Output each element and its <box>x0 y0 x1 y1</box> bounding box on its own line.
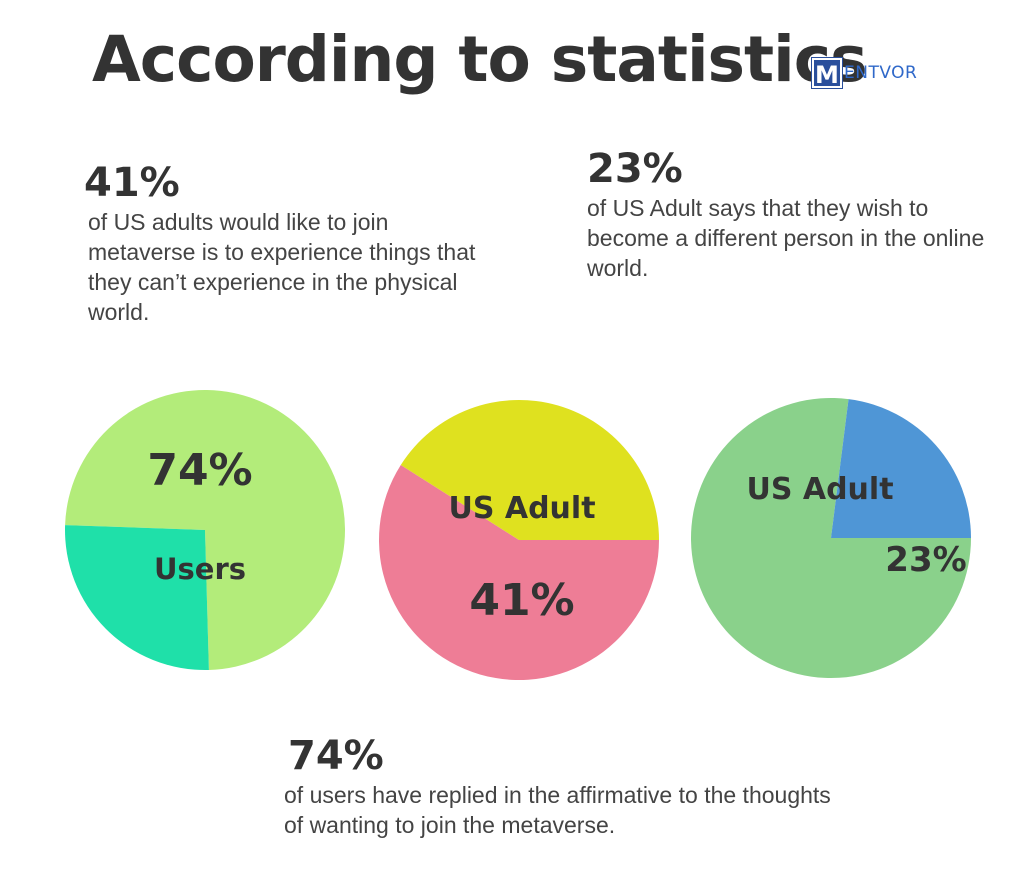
logo-mark-icon: M <box>811 57 843 89</box>
pie-slice-label: 41% <box>469 575 574 626</box>
pie-slice-label: 74% <box>147 445 252 496</box>
pie-slice-2 <box>64 525 209 670</box>
pie-slice-label: US Adult <box>448 491 595 526</box>
pie-chart-us-adult-23: US Adult 23% <box>691 398 971 678</box>
pie-slice-2 <box>400 399 659 540</box>
stat-value: 41% <box>84 160 180 206</box>
mentvor-logo: M ENTVOR <box>811 57 918 89</box>
pie-slice-label: 23% <box>885 540 966 580</box>
pie-slice-2 <box>831 399 971 538</box>
pie-chart-us-adult-41: US Adult 41% <box>379 399 659 680</box>
pie-chart-users: 74% Users <box>64 389 346 670</box>
stat-block-74: 74% of users have replied in the affirma… <box>284 733 848 840</box>
stat-value: 74% <box>288 733 384 779</box>
stat-block-41: 41% of US adults would like to join meta… <box>84 163 484 327</box>
pie-slice-1 <box>379 464 659 680</box>
logo-text: ENTVOR <box>844 63 918 83</box>
stat-description: of US adults would like to join metavers… <box>88 209 476 325</box>
pie-slice-label: US Adult <box>746 472 893 507</box>
stat-description: of users have replied in the affirmative… <box>284 782 831 838</box>
stat-block-23: 23% of US Adult says that they wish to b… <box>587 149 987 283</box>
pie-slice-1 <box>65 389 346 670</box>
stat-value: 23% <box>587 146 683 192</box>
page-title: According to statistics <box>92 23 868 96</box>
stat-description: of US Adult says that they wish to becom… <box>587 195 985 281</box>
pie-slice-label: Users <box>154 552 246 586</box>
